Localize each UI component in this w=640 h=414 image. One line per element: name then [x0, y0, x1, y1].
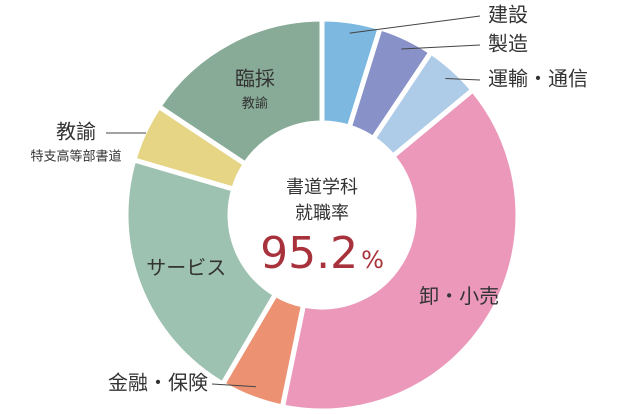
outer-label-7: 教諭	[56, 120, 96, 144]
inner-label-8: 臨採	[235, 66, 275, 90]
center-title-line1: 書道学科	[286, 177, 358, 198]
leader-line-3	[445, 77, 481, 81]
leader-line-2	[401, 44, 481, 50]
pie-slice-4	[279, 87, 521, 414]
leader-line-5	[211, 383, 256, 388]
outer-label-2: 製造	[488, 32, 528, 56]
inner-sublabel-8: 教諭	[242, 95, 268, 111]
center-title-line2: 就職率	[295, 203, 349, 224]
leader-lines	[106, 15, 481, 388]
leader-line-1	[349, 15, 481, 34]
pie-slice-6	[123, 157, 278, 387]
pie-slices	[123, 16, 521, 414]
employment-rate: 95.2%	[260, 228, 384, 279]
employment-rate-unit: %	[361, 246, 384, 274]
outer-label-1: 建設	[488, 3, 528, 27]
inner-label-6: サービス	[146, 255, 226, 279]
outer-sublabel-7: 特支高等部書道	[30, 149, 121, 165]
employment-rate-value: 95.2	[260, 228, 358, 279]
center-label: 書道学科 就職率 95.2%	[260, 177, 384, 279]
pie-slice-8	[156, 16, 325, 167]
inner-label-4: 卸・小売	[419, 284, 499, 308]
outer-label-3: 運輸・通信	[488, 67, 588, 91]
outer-label-5: 金融・保険	[108, 371, 208, 395]
